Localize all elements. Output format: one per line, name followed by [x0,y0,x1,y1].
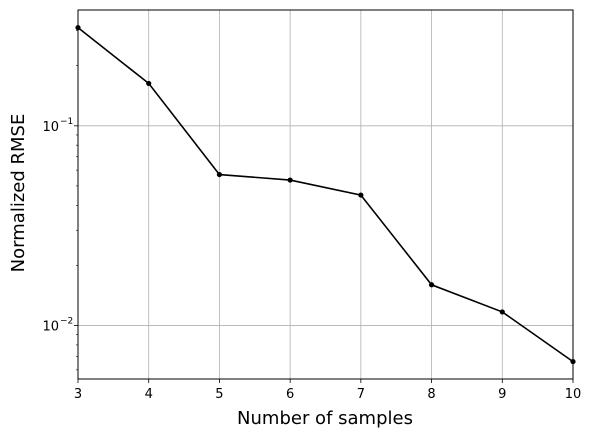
y-tick-label-exponent: −1 [60,117,73,127]
data-point [358,192,364,198]
x-tick-label: 7 [357,387,365,402]
y-tick-label-exponent: −2 [60,317,73,327]
y-axis-label: Normalized RMSE [8,114,29,273]
data-point [499,309,505,315]
x-tick-label: 6 [286,387,294,402]
x-tick-label: 9 [498,387,506,402]
x-tick-label: 8 [427,387,435,402]
y-tick-label: 10 [42,120,59,135]
x-tick-label: 4 [145,387,153,402]
data-point [146,80,152,87]
data-point [428,282,435,288]
x-axis-label: Number of samples [237,408,413,429]
x-tick-label: 3 [74,387,82,402]
plot-frame [77,9,574,380]
series-line [77,27,574,363]
x-tick-label: 10 [565,387,582,402]
data-point [216,171,223,178]
x-tick-label: 5 [215,387,223,402]
y-tick-label: 10 [42,320,59,335]
data-point [287,177,293,183]
